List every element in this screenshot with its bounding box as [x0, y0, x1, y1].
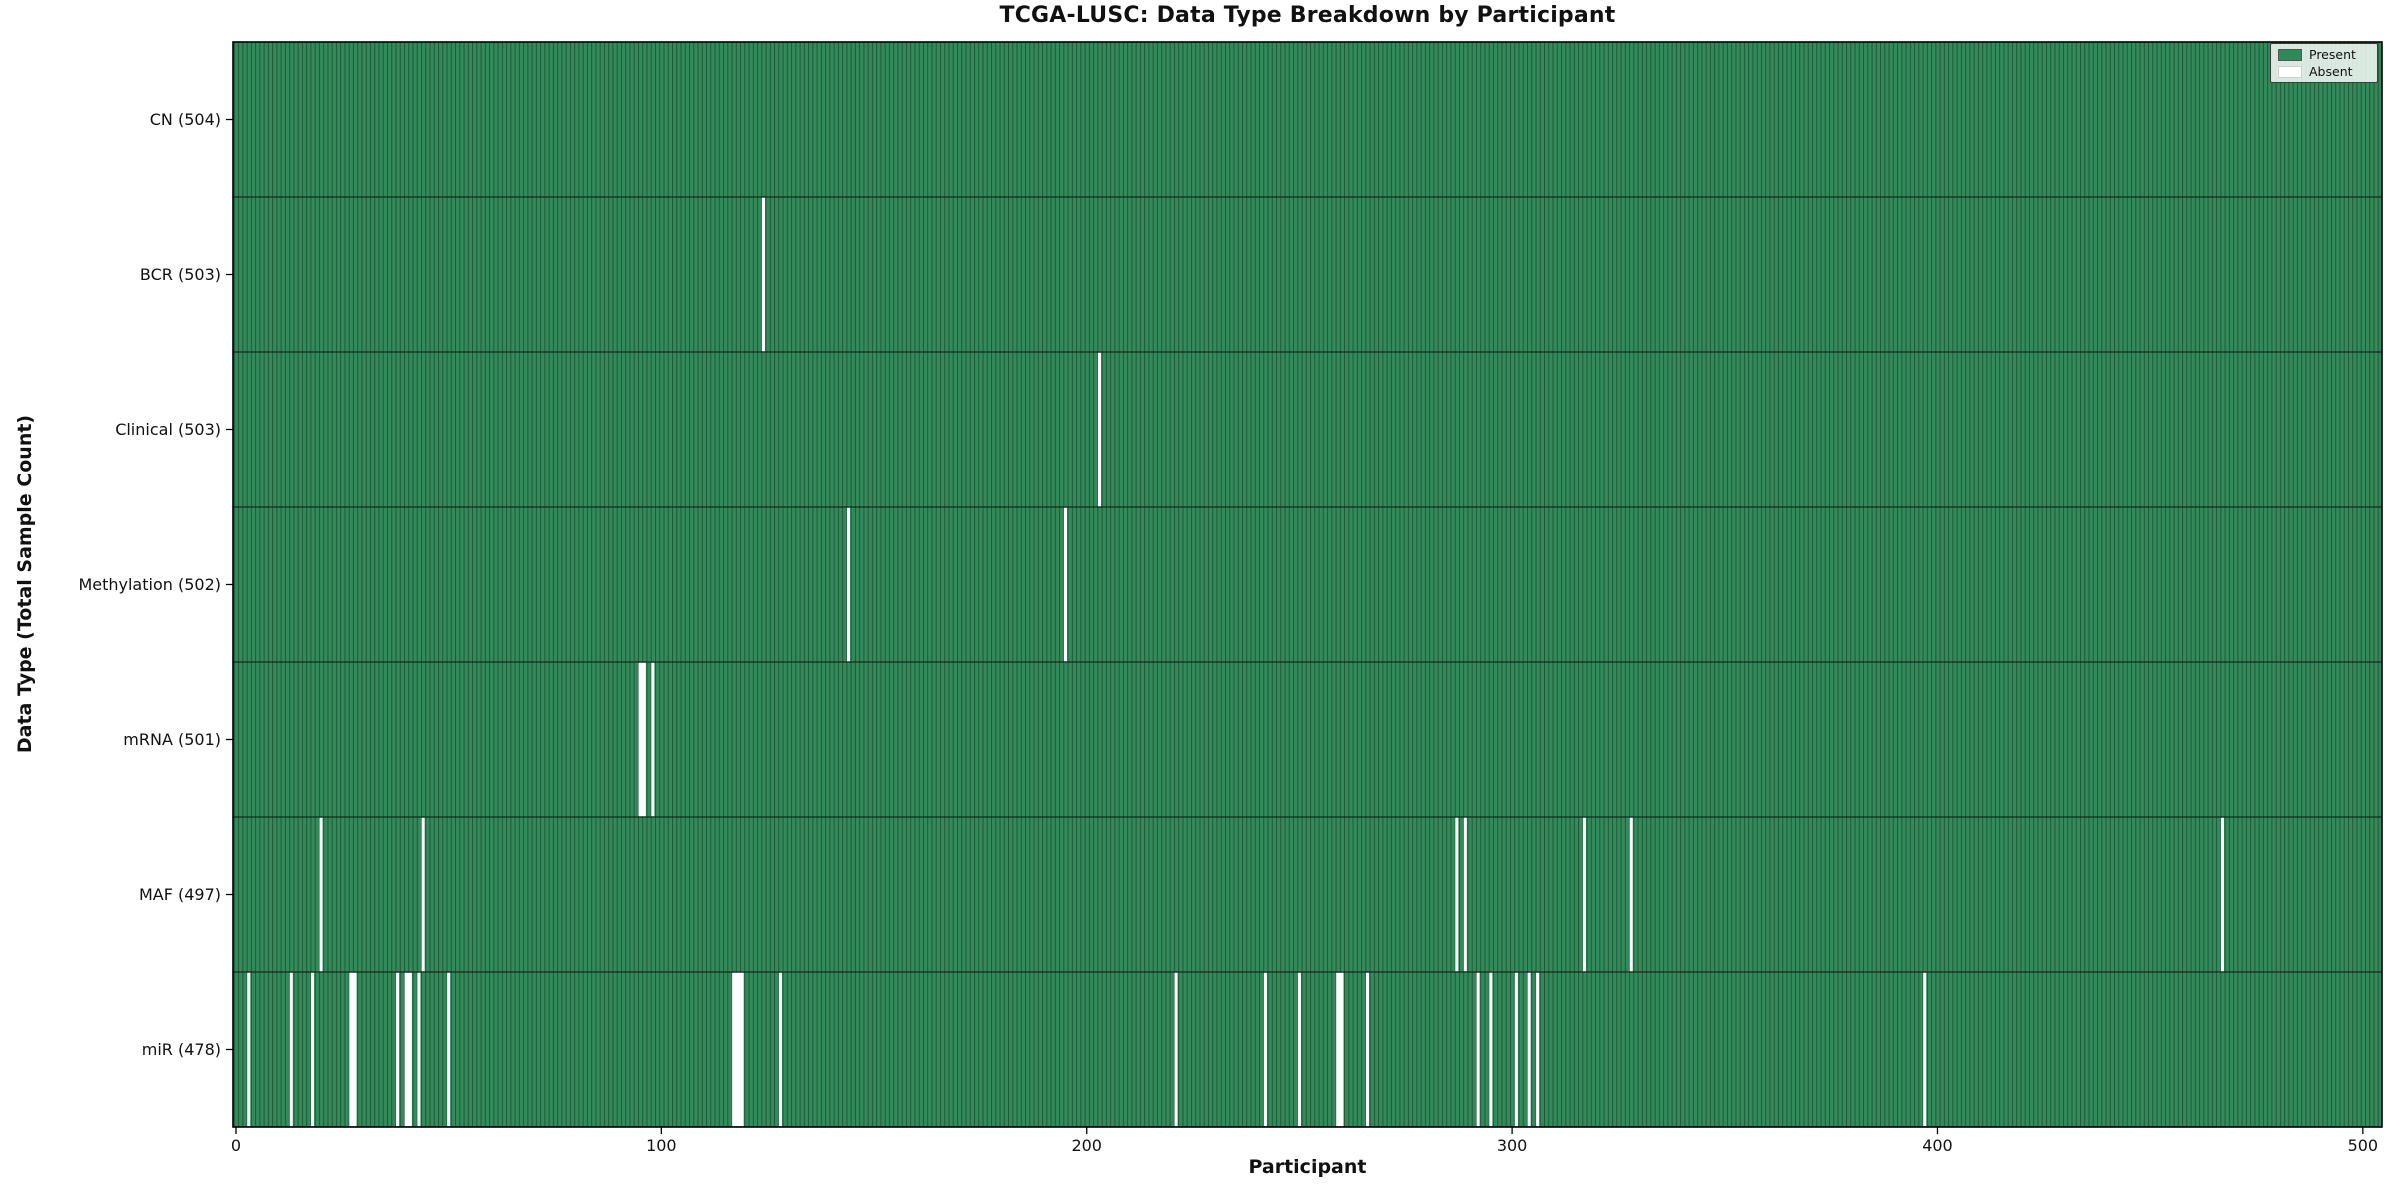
absent-gap-miR: [1336, 972, 1344, 1127]
y-tick-label-CN: CN (504): [149, 109, 221, 129]
absent-gap-Methylation: [846, 507, 851, 662]
absent-gap-miR: [417, 972, 421, 1127]
chart-title: TCGA-LUSC: Data Type Breakdown by Partic…: [999, 3, 1616, 28]
absent-gap-miR: [447, 972, 451, 1127]
absent-gap-miR: [289, 972, 293, 1127]
absent-gap-Methylation: [1063, 507, 1067, 662]
present-swatch-icon: [2278, 48, 2302, 61]
y-tick-label-miR: miR (478): [141, 1039, 221, 1059]
absent-gap-MAF: [1463, 817, 1467, 972]
absent-swatch-icon: [2278, 65, 2302, 78]
x-tick-label-400: 400: [1922, 1136, 1953, 1155]
y-tick-label-Methylation: Methylation (502): [78, 574, 221, 594]
y-tick-label-MAF: MAF (497): [138, 884, 221, 904]
absent-gap-Clinical: [1097, 352, 1102, 507]
absent-gap-miR: [1476, 972, 1480, 1127]
legend-label: Absent: [2309, 64, 2353, 79]
absent-gap-MAF: [1455, 817, 1459, 972]
y-tick-label-BCR: BCR (503): [139, 264, 221, 284]
x-tick-label-200: 200: [1071, 1136, 1102, 1155]
legend-entry-absent: Absent: [2278, 65, 2370, 78]
absent-gap-miR: [1527, 972, 1531, 1127]
absent-gap-MAF: [1629, 817, 1633, 972]
absent-gap-mRNA: [651, 662, 655, 817]
legend-entry-present: Present: [2278, 48, 2370, 61]
absent-gap-BCR: [761, 197, 765, 352]
x-tick-label-500: 500: [2347, 1136, 2379, 1155]
absent-gap-miR: [1297, 972, 1301, 1127]
absent-gap-miR: [247, 972, 251, 1127]
absent-gap-miR: [1536, 972, 1540, 1127]
legend: Present Absent: [2270, 43, 2378, 83]
x-tick-label-300: 300: [1496, 1136, 1528, 1155]
absent-gap-miR: [1923, 972, 1927, 1127]
absent-gap-miR: [1514, 972, 1518, 1127]
y-tick-label-Clinical: Clinical (503): [115, 419, 221, 439]
absent-gap-miR: [404, 972, 412, 1127]
y-tick-label-mRNA: mRNA (501): [123, 729, 221, 749]
absent-gap-MAF: [2220, 817, 2225, 972]
absent-gap-miR: [396, 972, 400, 1127]
x-tick-label-100: 100: [646, 1136, 677, 1155]
absent-gap-miR: [1263, 972, 1267, 1127]
absent-gap-miR: [349, 972, 357, 1127]
absent-gap-mRNA: [638, 662, 646, 817]
absent-gap-miR: [1489, 972, 1493, 1127]
absent-gap-miR: [1365, 972, 1370, 1127]
absent-gap-miR: [778, 972, 782, 1127]
x-axis-label: Participant: [1248, 1156, 1367, 1178]
absent-gap-MAF: [1582, 817, 1586, 972]
absent-gap-miR: [1174, 972, 1178, 1127]
absent-gap-MAF: [421, 817, 425, 972]
absent-gap-MAF: [319, 817, 323, 972]
x-tick-label-0: 0: [230, 1136, 242, 1155]
absent-gap-miR: [732, 972, 744, 1127]
y-axis-label: Data Type (Total Sample Count): [14, 414, 36, 754]
absent-gap-miR: [311, 972, 315, 1127]
legend-label: Present: [2309, 47, 2356, 62]
